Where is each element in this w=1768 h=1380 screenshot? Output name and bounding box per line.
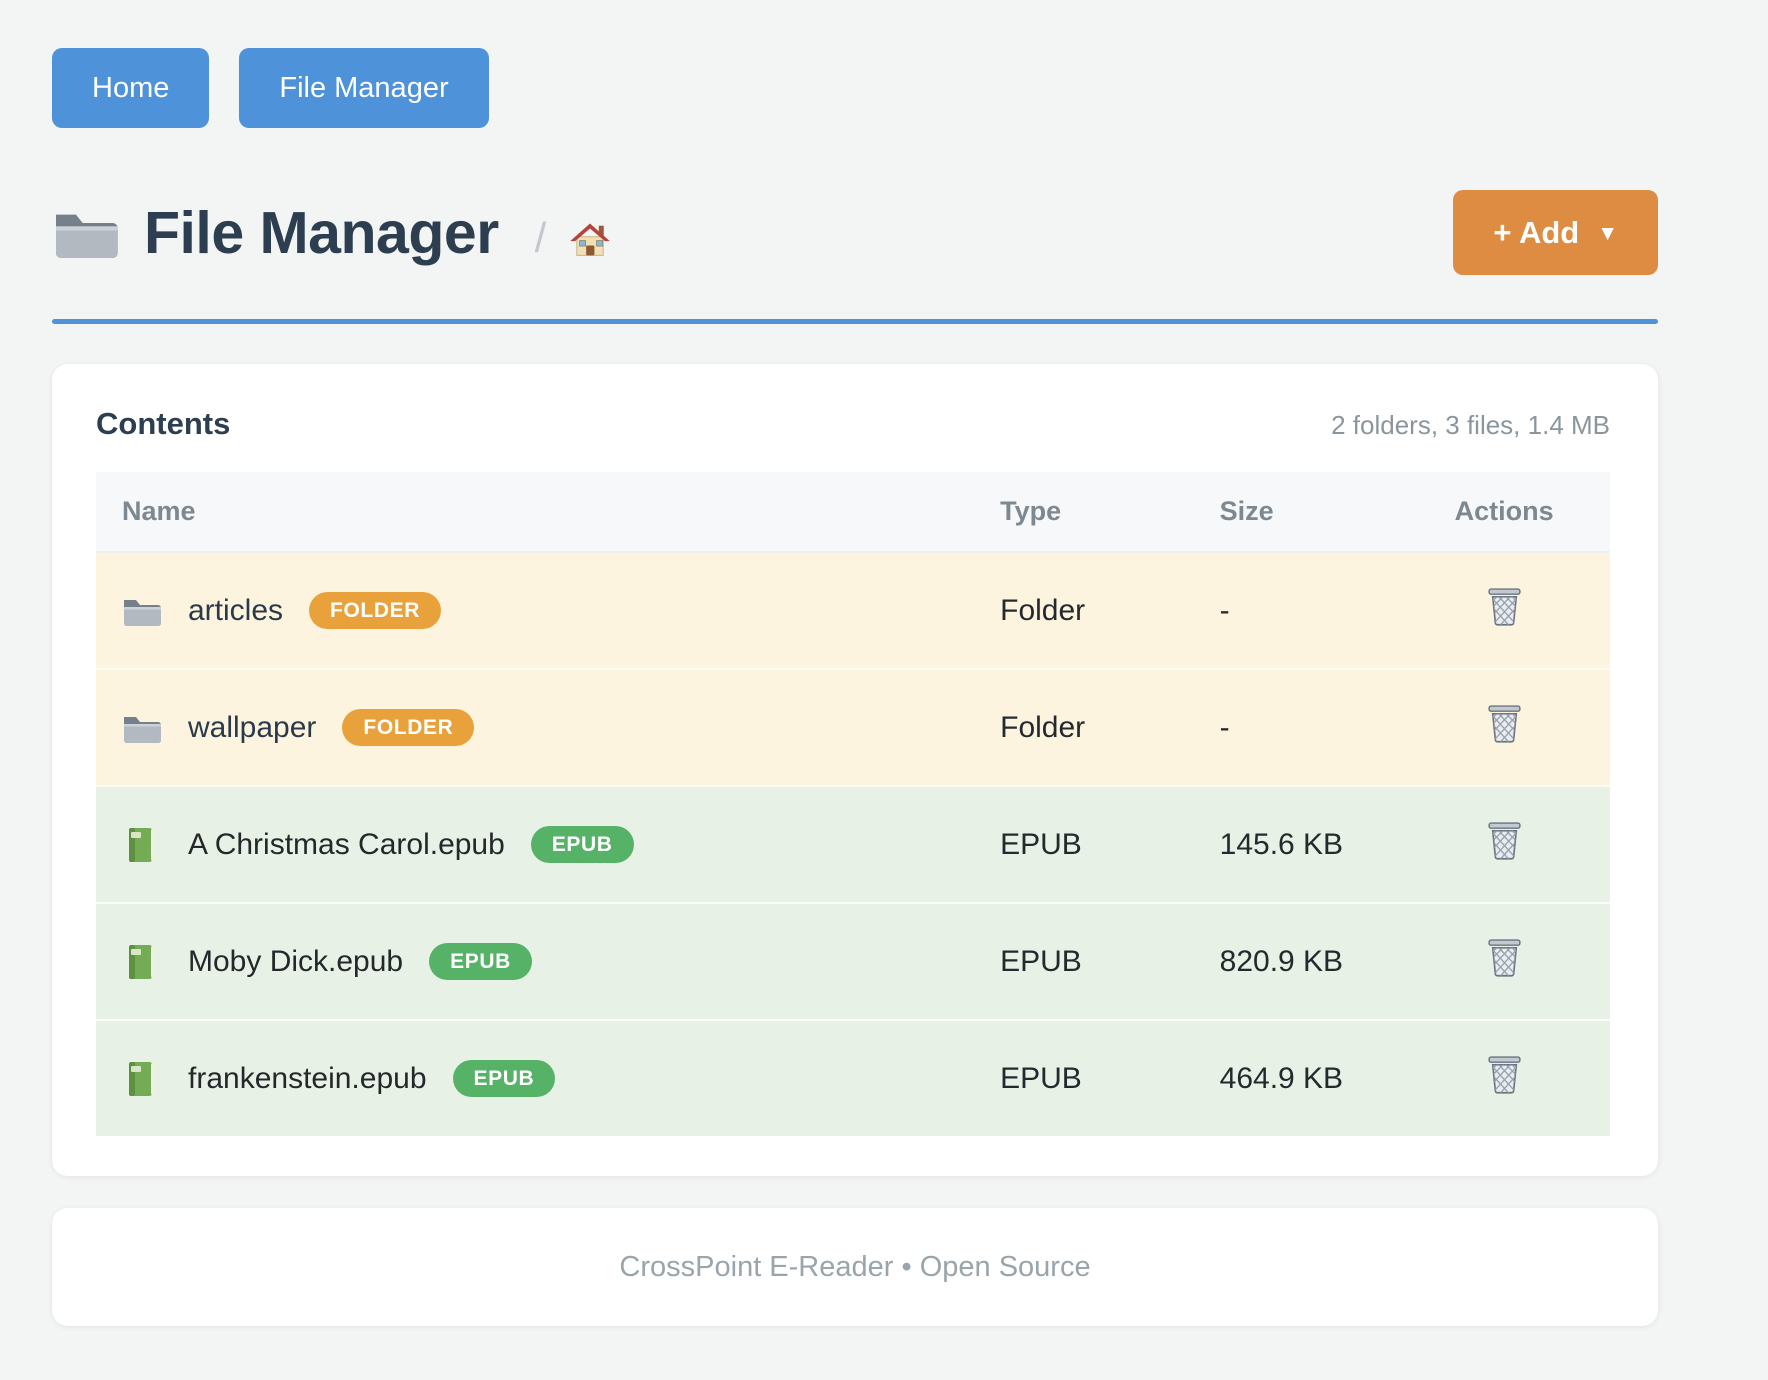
page-title: File Manager — [144, 199, 499, 266]
table-header-row: Name Type Size Actions — [96, 472, 1610, 553]
book-icon — [122, 827, 162, 863]
breadcrumb-separator: / — [534, 213, 547, 261]
folder-icon — [52, 203, 120, 263]
file-size: - — [1219, 593, 1230, 627]
trash-icon — [1486, 820, 1523, 861]
table-row[interactable]: A Christmas Carol.epub EPUB EPUB 145.6 K… — [96, 785, 1610, 903]
trash-icon — [1486, 586, 1523, 627]
contents-card-head: Contents 2 folders, 3 files, 1.4 MB — [96, 406, 1610, 442]
file-size: - — [1193, 668, 1429, 786]
delete-button[interactable] — [1486, 586, 1523, 627]
file-name[interactable]: articles — [188, 593, 284, 627]
top-nav: Home File Manager — [52, 48, 1658, 128]
page: Home File Manager File Manager / + Add ▼… — [52, 48, 1658, 1326]
file-type: Folder — [1000, 593, 1086, 627]
column-header-type: Type — [974, 472, 1194, 553]
table-row[interactable]: wallpaper FOLDER Folder - — [96, 668, 1610, 786]
file-type: EPUB — [974, 902, 1194, 1020]
title-wrap: File Manager / — [52, 199, 612, 267]
add-button-label: + Add — [1493, 214, 1580, 250]
file-name[interactable]: wallpaper — [188, 710, 317, 744]
nav-file-manager-button[interactable]: File Manager — [239, 48, 489, 128]
contents-heading: Contents — [96, 406, 231, 441]
folder-icon — [122, 710, 162, 746]
add-button[interactable]: + Add ▼ — [1453, 190, 1658, 275]
header-divider — [52, 319, 1658, 324]
folder-icon — [122, 593, 162, 629]
file-size: 820.9 KB — [1193, 902, 1429, 1020]
contents-card: Contents 2 folders, 3 files, 1.4 MB Name… — [52, 364, 1658, 1176]
table-body: articles FOLDER Folder - wallpaper FOLDE… — [96, 552, 1610, 1136]
footer-text: CrossPoint E-Reader • Open Source — [619, 1250, 1091, 1283]
file-type: EPUB — [974, 1019, 1194, 1136]
trash-icon — [1486, 937, 1523, 978]
file-name[interactable]: frankenstein.epub — [188, 1061, 427, 1095]
book-icon — [122, 1061, 162, 1097]
files-table: Name Type Size Actions articles FOLDER F… — [96, 472, 1610, 1136]
file-size: 464.9 KB — [1193, 1019, 1429, 1136]
delete-button[interactable] — [1486, 937, 1523, 978]
type-badge: EPUB — [452, 1060, 556, 1097]
file-name[interactable]: Moby Dick.epub — [188, 944, 404, 978]
table-row[interactable]: frankenstein.epub EPUB EPUB 464.9 KB — [96, 1019, 1610, 1136]
footer: CrossPoint E-Reader • Open Source — [52, 1208, 1658, 1326]
type-badge: EPUB — [530, 826, 634, 863]
home-icon[interactable] — [568, 220, 612, 260]
column-header-name: Name — [96, 472, 975, 553]
delete-button[interactable] — [1486, 1054, 1523, 1095]
file-type: EPUB — [974, 785, 1194, 903]
type-badge: EPUB — [429, 943, 532, 980]
column-header-actions: Actions — [1428, 472, 1610, 553]
file-size: 145.6 KB — [1193, 785, 1429, 903]
type-badge: FOLDER — [309, 592, 441, 629]
page-header: File Manager / + Add ▼ — [52, 190, 1658, 275]
file-type: Folder — [974, 668, 1194, 786]
delete-button[interactable] — [1486, 703, 1523, 744]
caret-down-icon: ▼ — [1597, 222, 1618, 245]
table-row[interactable]: Moby Dick.epub EPUB EPUB 820.9 KB — [96, 902, 1610, 1020]
type-badge: FOLDER — [342, 709, 475, 746]
table-row[interactable]: articles FOLDER Folder - — [96, 552, 1610, 669]
book-icon — [122, 944, 162, 980]
column-header-size: Size — [1193, 472, 1429, 553]
nav-home-button[interactable]: Home — [52, 48, 210, 128]
file-name[interactable]: A Christmas Carol.epub — [188, 827, 505, 861]
trash-icon — [1486, 703, 1523, 744]
contents-summary: 2 folders, 3 files, 1.4 MB — [1331, 410, 1610, 440]
trash-icon — [1486, 1054, 1523, 1095]
delete-button[interactable] — [1486, 820, 1523, 861]
